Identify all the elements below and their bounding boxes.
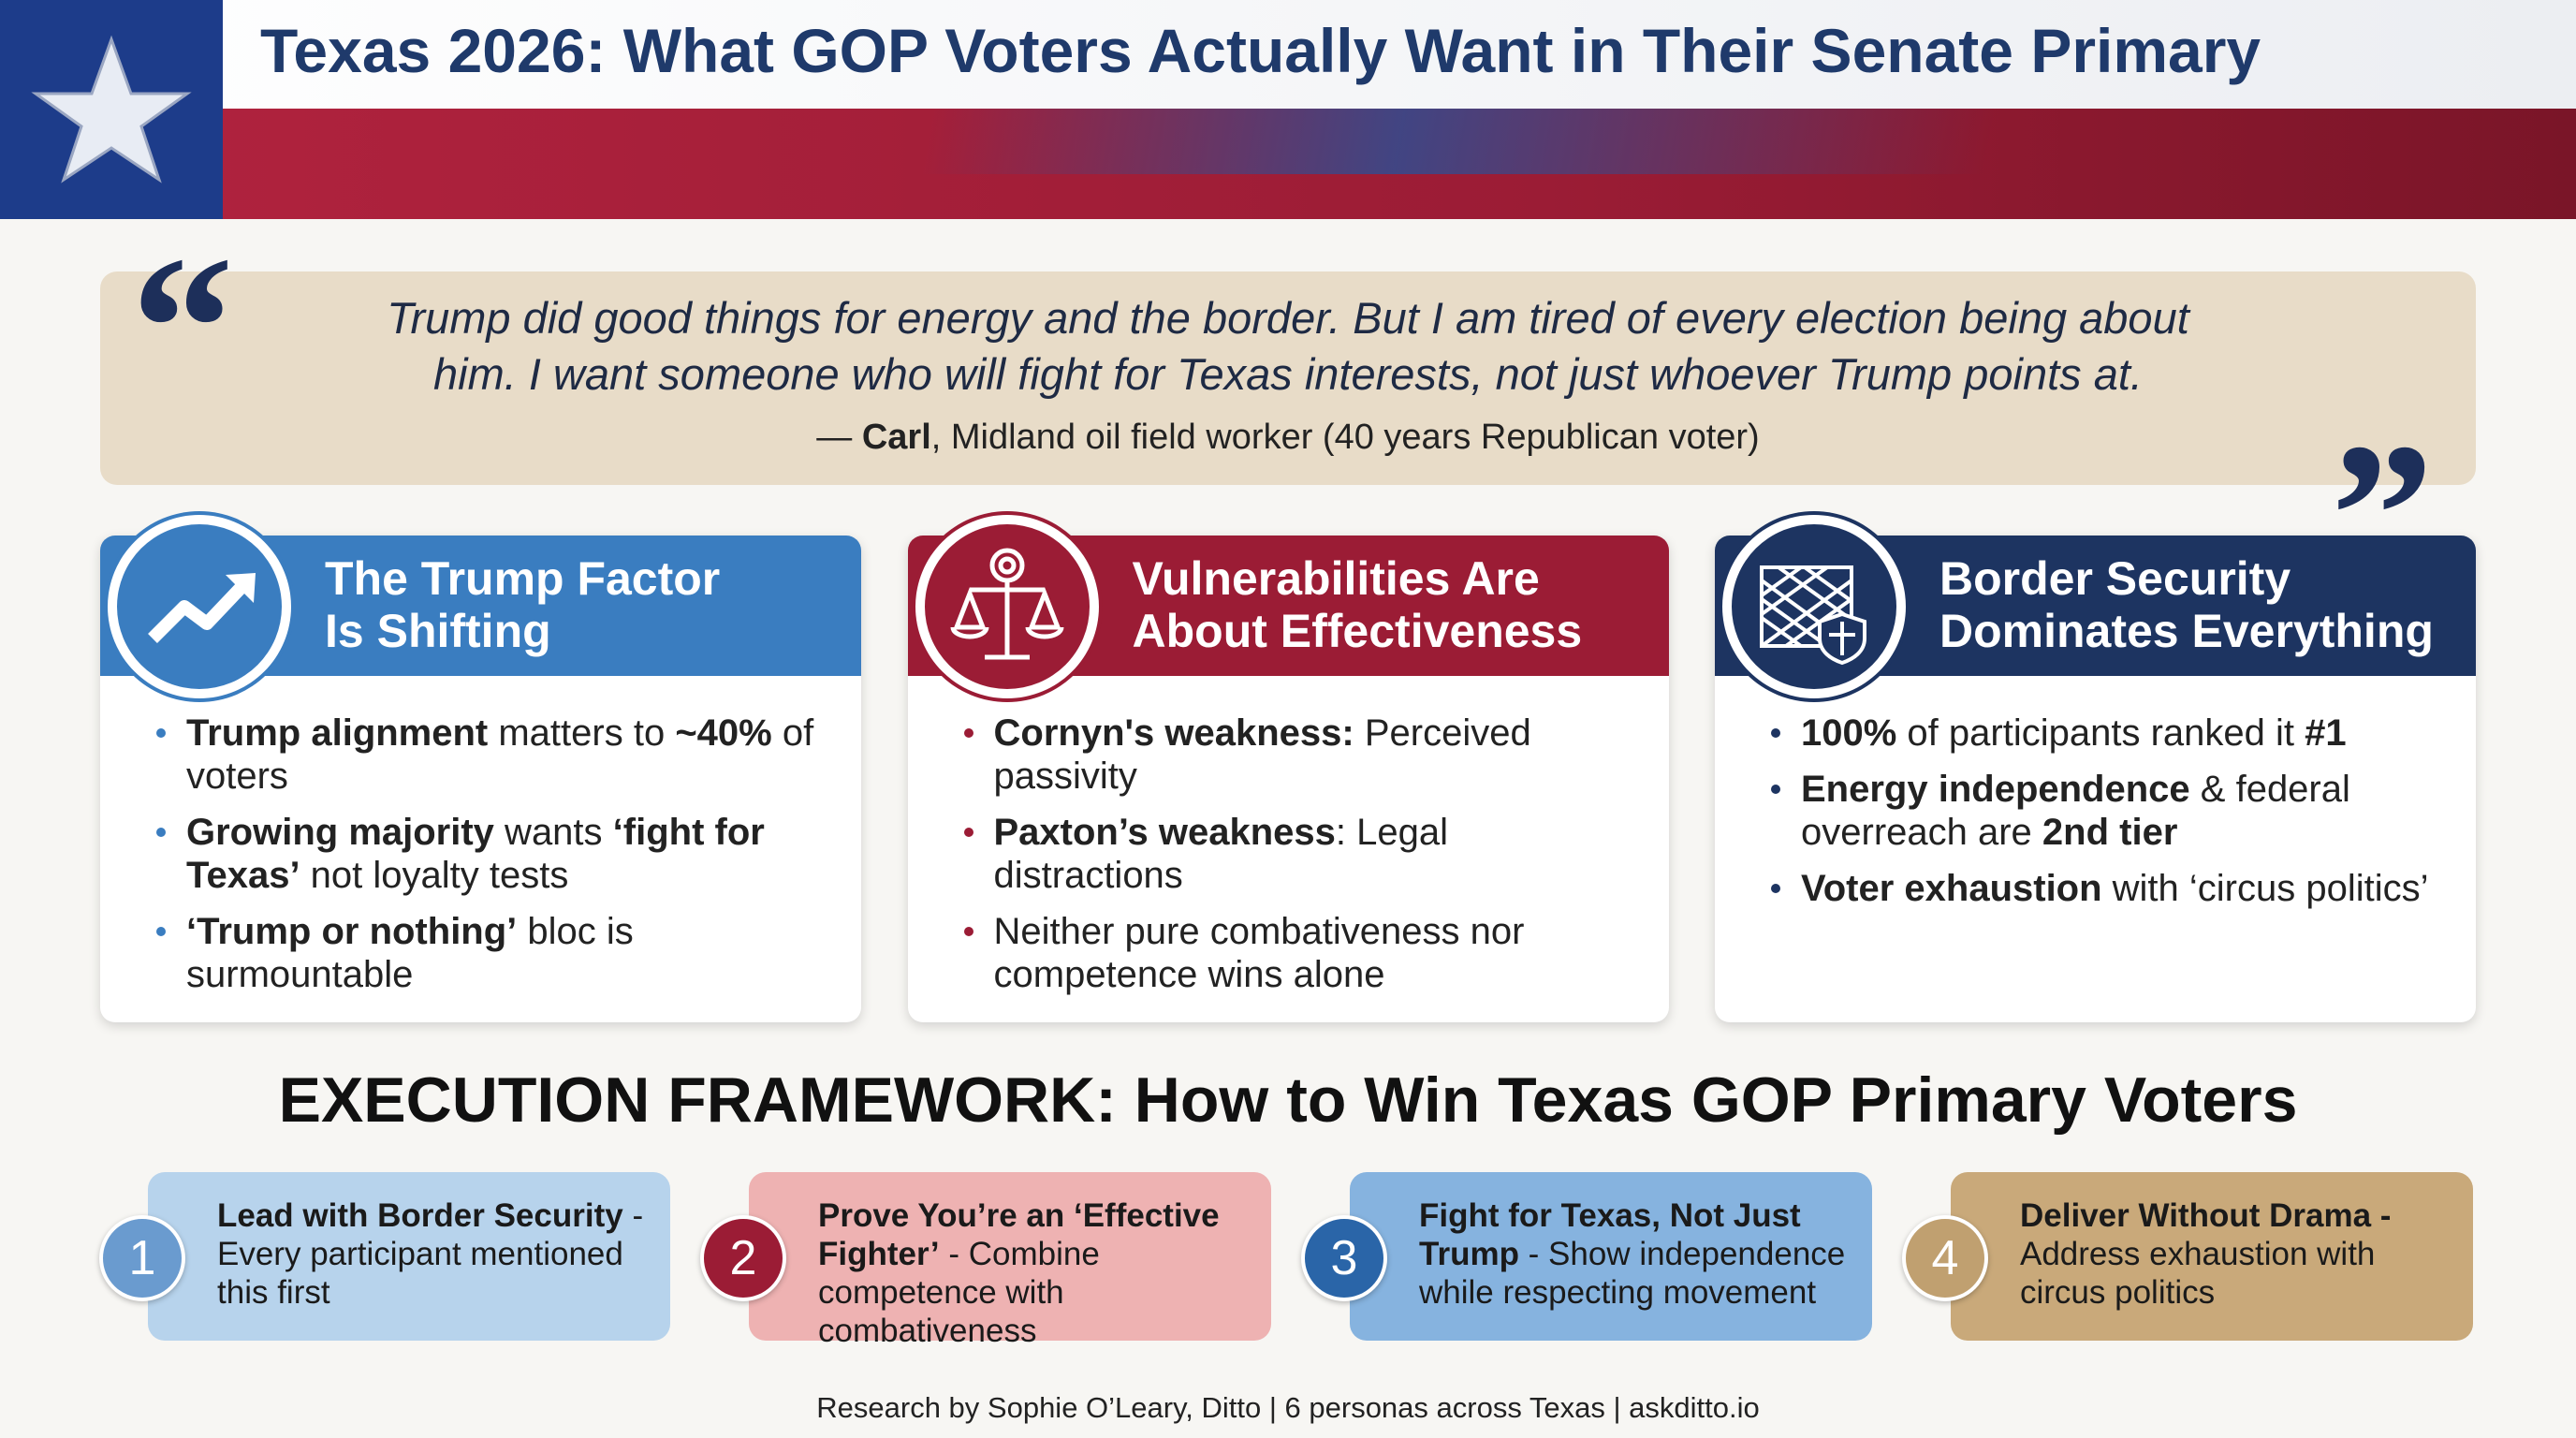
bold-text: 2nd tier xyxy=(2042,812,2178,853)
text: Neither pure combativeness nor competenc… xyxy=(993,911,1525,995)
icon-circle xyxy=(924,524,1090,689)
bullet: Trump alignment matters to ~40% of voter… xyxy=(156,712,840,798)
bold-text: #1 xyxy=(2305,712,2347,754)
card: The Trump Factor Is Shifting Trump alignme… xyxy=(100,515,861,1022)
icon-circle xyxy=(117,524,282,689)
bullet: Voter exhaustion with ‘circus politics’ xyxy=(1771,867,2454,910)
open-quote: “ xyxy=(131,213,234,442)
bold-text: ~40% xyxy=(675,712,772,754)
card: Border Security Dominates Everything 100% … xyxy=(1715,515,2476,1022)
bold-text: Energy independence xyxy=(1801,769,2190,810)
step-text: Lead with Border Security - Every partic… xyxy=(217,1196,657,1312)
step-number: 1 xyxy=(99,1215,185,1301)
bold-text: Deliver Without Drama - xyxy=(2020,1197,2392,1234)
text: of participants ranked it xyxy=(1896,712,2305,754)
step: 1 Lead with Border Security - Every parti… xyxy=(99,1172,670,1341)
bold-text: 100% xyxy=(1801,712,1897,754)
card-title-line: About Effectiveness xyxy=(1132,605,1583,657)
text: bloc is surmountable xyxy=(186,911,634,995)
card-title: The Trump Factor Is Shifting xyxy=(325,552,720,657)
card-title-line: The Trump Factor xyxy=(325,552,721,605)
icon xyxy=(915,515,1099,698)
text: wants xyxy=(493,812,613,853)
text: matters to xyxy=(488,712,676,754)
step-number: 3 xyxy=(1301,1215,1387,1301)
header-bg xyxy=(0,0,2576,109)
section-title: EXECUTION FRAMEWORK: How to Win Texas GO… xyxy=(278,1064,2298,1136)
step: 3 Fight for Texas, Not Just Trump - Show … xyxy=(1301,1172,1872,1341)
bold-text: Growing majority xyxy=(186,812,494,853)
bold-text: Fight for Texas, Not Just Trump xyxy=(1419,1197,1801,1272)
step: 2 Prove You’re an ‘Effective Fighter’ - C… xyxy=(700,1172,1271,1349)
bold-text: Prove You’re an ‘Effective Fighter’ xyxy=(818,1197,1220,1272)
text: & federal overreach are xyxy=(1801,769,2350,853)
bold-text: ‘Trump or nothing’ xyxy=(186,911,518,952)
text: - Show independence while respecting mov… xyxy=(1419,1236,1846,1311)
step: 4 Deliver Without Drama - Address exhaust… xyxy=(1902,1172,2473,1341)
bold-text: Carl xyxy=(861,418,931,457)
title: Texas 2026: What GOP Voters Actually Wan… xyxy=(260,16,2261,85)
card-title-line: Border Security xyxy=(1939,552,2291,605)
card-title: Border Security Dominates Everything xyxy=(1939,552,2434,657)
quote-line: Trump did good things for energy and the… xyxy=(387,293,2189,343)
bold-text: ‘fight for Texas’ xyxy=(186,812,765,896)
text: , Midland oil field worker (40 years Rep… xyxy=(930,418,1760,457)
bullet: Energy independence & federal overreach … xyxy=(1771,768,2454,854)
text: - Every participant mentioned this first xyxy=(217,1197,644,1311)
quote-line: him. I want someone who will fight for T… xyxy=(433,349,2143,399)
bullet: Growing majority wants ‘fight for Texas’… xyxy=(156,811,840,897)
text: not loyalty tests xyxy=(300,855,569,896)
flag xyxy=(0,0,223,219)
card-title-line: Vulnerabilities Are xyxy=(1132,552,1540,605)
quote-box xyxy=(100,271,2476,485)
bold-text: Voter exhaustion xyxy=(1801,868,2102,909)
star-icon xyxy=(31,35,192,183)
bold-text: Lead with Border Security xyxy=(217,1197,623,1234)
step-text: Deliver Without Drama - Address exhausti… xyxy=(2020,1196,2460,1312)
header-stripe xyxy=(223,109,2576,174)
step-text: Prove You’re an ‘Effective Fighter’ - Co… xyxy=(818,1196,1258,1350)
bold-text: Cornyn's weakness: xyxy=(993,712,1354,754)
step-number: 2 xyxy=(700,1215,786,1301)
text: of voters xyxy=(186,712,814,797)
bold-text: Trump alignment xyxy=(186,712,489,754)
bullet: ‘Trump or nothing’ bloc is surmountable xyxy=(156,910,840,996)
step-text: Fight for Texas, Not Just Trump - Show i… xyxy=(1419,1196,1859,1312)
bullet-list: Cornyn's weakness: Perceived passivity Pa… xyxy=(963,712,1647,1009)
card: Vulnerabilities Are About Effectiveness Co… xyxy=(907,515,1669,1022)
attribution: — Carl, Midland oil field worker (40 yea… xyxy=(100,418,2476,458)
footer: Research by Sophie O’Leary, Ditto | 6 pe… xyxy=(816,1391,1760,1424)
bullet-list: 100% of participants ranked it #1 Energy … xyxy=(1771,712,2454,923)
card-title-line: Dominates Everything xyxy=(1939,605,2434,657)
bullet: Paxton’s weakness: Legal distractions xyxy=(963,811,1647,897)
card-title-line: Is Shifting xyxy=(325,605,551,657)
card-title: Vulnerabilities Are About Effectiveness xyxy=(1133,552,1583,657)
text: - Combine competence with combativeness xyxy=(818,1236,1100,1349)
step-number: 4 xyxy=(1902,1215,1988,1301)
text: Address exhaustion with circus politics xyxy=(2020,1236,2376,1311)
bullet: Cornyn's weakness: Perceived passivity xyxy=(963,712,1647,798)
icon xyxy=(1722,515,1906,698)
text: with ‘circus politics’ xyxy=(2101,868,2429,909)
bullet-list: Trump alignment matters to ~40% of voter… xyxy=(156,712,840,1009)
bullet: Neither pure combativeness nor competenc… xyxy=(963,910,1647,996)
icon-circle xyxy=(1732,524,1896,689)
bold-text: Paxton’s weakness xyxy=(993,812,1336,853)
bullet: 100% of participants ranked it #1 xyxy=(1771,712,2454,755)
text: — xyxy=(816,418,862,457)
text: Perceived passivity xyxy=(993,712,1531,797)
icon xyxy=(108,515,291,698)
text: : Legal distractions xyxy=(993,812,1448,896)
